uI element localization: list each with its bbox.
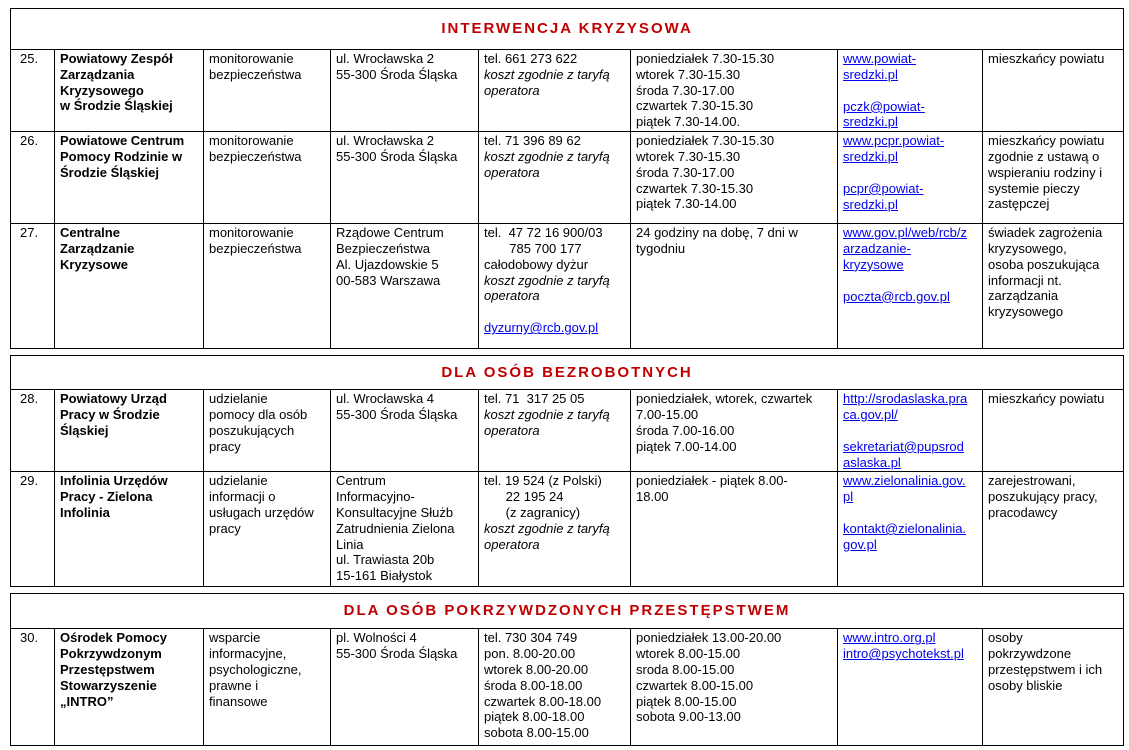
org-name: Centralne Zarządzanie Kryzysowe	[54, 223, 204, 350]
address: ul. Wrocławska 4 55-300 Środa Śląska	[330, 389, 479, 473]
phone-number: tel. 19 524 (z Polski) 22 195 24 (z zagr…	[484, 473, 602, 520]
email-link[interactable]: poczta@rcb.gov.pl	[843, 288, 950, 304]
row-number: 29.	[10, 471, 55, 588]
email-link[interactable]: sekretariat@pupsrod aslaska.pl	[843, 438, 964, 470]
audience: mieszkańcy powiatu	[981, 48, 1125, 133]
phone-cell: tel. 730 304 749 pon. 8.00-20.00 wtorek …	[478, 628, 631, 747]
phone-number: tel. 730 304 749 pon. 8.00-20.00 wtorek …	[484, 630, 602, 741]
section-title: DLA OSÓB BEZROBOTNYCH	[9, 355, 1125, 391]
task-scope: udzielanie informacji o usługach urzędów…	[203, 471, 331, 588]
table-row: 27. Centralne Zarządzanie Kryzysowe moni…	[10, 223, 1125, 350]
phone-cost-note: koszt zgodnie z taryfą operatora	[484, 406, 610, 438]
email-link[interactable]: intro@psychotekst.pl	[843, 646, 964, 662]
row-number: 27.	[10, 223, 55, 350]
row-number: 30.	[10, 628, 55, 747]
audience: osoby pokrzywdzone przestępstwem i ich o…	[981, 628, 1125, 747]
website-link[interactable]: www.powiat- sredzki.pl	[843, 51, 916, 82]
phone-cell: tel. 71 317 25 05 koszt zgodnie z taryfą…	[478, 389, 631, 473]
section-header-row: DLA OSÓB POKRZYWDZONYCH PRZESTĘPSTWEM	[9, 593, 1125, 630]
section-header-row: DLA OSÓB BEZROBOTNYCH	[9, 355, 1125, 391]
task-scope: monitorowanie bezpieczeństwa	[203, 223, 331, 350]
table-row: 25. Powiatowy Zespół Zarządzania Kryzyso…	[10, 48, 1125, 133]
duty-email-link[interactable]: dyzurny@rcb.gov.pl	[484, 320, 599, 336]
section-title: DLA OSÓB POKRZYWDZONYCH PRZESTĘPSTWEM	[9, 593, 1125, 630]
section-dla-osob-bezrobotnych: DLA OSÓB BEZROBOTNYCH 28. Powiatowy Urzą…	[9, 355, 1125, 588]
opening-hours: poniedziałek 7.30-15.30 wtorek 7.30-15.3…	[630, 131, 838, 225]
email-link[interactable]: kontakt@zielonalinia. gov.pl	[843, 520, 967, 552]
task-scope: wsparcie informacyjne, psychologiczne, p…	[203, 628, 331, 747]
task-scope: udzielanie pomocy dla osób poszukujących…	[203, 389, 331, 473]
website-link[interactable]: www.intro.org.pl	[843, 630, 936, 646]
phone-number: tel. 71 396 89 62	[484, 133, 581, 149]
address: Rządowe Centrum Bezpieczeństwa Al. Ujazd…	[330, 223, 479, 350]
table-row: 30. Ośrodek Pomocy Pokrzywdzonym Przestę…	[10, 628, 1125, 747]
email-link[interactable]: pczk@powiat- sredzki.pl	[843, 98, 925, 130]
links-cell: www.powiat- sredzki.pl pczk@powiat- sred…	[837, 48, 983, 133]
address: pl. Wolności 4 55-300 Środa Śląska	[330, 628, 479, 747]
row-number: 26.	[10, 131, 55, 225]
table-row: 26. Powiatowe Centrum Pomocy Rodzinie w …	[10, 131, 1125, 225]
phone-cell: tel. 661 273 622 koszt zgodnie z taryfą …	[478, 48, 631, 133]
phone-cell: tel. 19 524 (z Polski) 22 195 24 (z zagr…	[478, 471, 631, 588]
task-scope: monitorowanie bezpieczeństwa	[203, 48, 331, 133]
audience: świadek zagrożenia kryzysowego, osoba po…	[981, 223, 1125, 350]
org-name: Powiatowy Urząd Pracy w Środzie Śląskiej	[54, 389, 204, 473]
opening-hours: poniedziałek 7.30-15.30 wtorek 7.30-15.3…	[630, 48, 838, 133]
audience: mieszkańcy powiatu	[981, 389, 1125, 473]
website-link[interactable]: www.zielonalinia.gov. pl	[843, 473, 966, 505]
links-cell: www.pcpr.powiat- sredzki.pl pcpr@powiat-…	[837, 131, 983, 225]
section-interwencja-kryzysowa: INTERWENCJA KRYZYSOWA 25. Powiatowy Zesp…	[9, 8, 1125, 350]
row-number: 25.	[10, 48, 55, 133]
org-name: Powiatowy Zespół Zarządzania Kryzysowego…	[54, 48, 204, 133]
section-header-row: INTERWENCJA KRYZYSOWA	[9, 8, 1125, 50]
opening-hours: poniedziałek, wtorek, czwartek 7.00-15.0…	[630, 389, 838, 473]
opening-hours: 24 godziny na dobę, 7 dni w tygodniu	[630, 223, 838, 350]
table-row: 29. Infolinia Urzędów Pracy - Zielona In…	[10, 471, 1125, 588]
org-name: Powiatowe Centrum Pomocy Rodzinie w Środ…	[54, 131, 204, 225]
links-cell: www.zielonalinia.gov. pl kontakt@zielona…	[837, 471, 983, 588]
links-cell: http://srodaslaska.pra ca.gov.pl/ sekret…	[837, 389, 983, 473]
address: ul. Wrocławska 2 55-300 Środa Śląska	[330, 48, 479, 133]
address: Centrum Informacyjno- Konsultacyjne Służ…	[330, 471, 479, 588]
audience: zarejestrowani, poszukujący pracy, praco…	[981, 471, 1125, 588]
website-link[interactable]: http://srodaslaska.pra ca.gov.pl/	[843, 391, 968, 422]
audience: mieszkańcy powiatu zgodnie z ustawą o ws…	[981, 131, 1125, 225]
website-link[interactable]: www.gov.pl/web/rcb/z arzadzanie- kryzyso…	[843, 225, 968, 272]
org-name: Infolinia Urzędów Pracy - Zielona Infoli…	[54, 471, 204, 588]
section-dla-osob-pokrzywdzonych: DLA OSÓB POKRZYWDZONYCH PRZESTĘPSTWEM 30…	[9, 593, 1125, 747]
row-number: 28.	[10, 389, 55, 473]
phone-number: tel. 661 273 622	[484, 51, 578, 66]
phone-cost-note: koszt zgodnie z taryfą operatora	[484, 520, 610, 552]
org-name: Ośrodek Pomocy Pokrzywdzonym Przestępstw…	[54, 628, 204, 747]
opening-hours: poniedziałek 13.00-20.00 wtorek 8.00-15.…	[630, 628, 838, 747]
address: ul. Wrocławska 2 55-300 Środa Śląska	[330, 131, 479, 225]
links-cell: www.intro.org.pl intro@psychotekst.pl	[837, 628, 983, 747]
phone-cost-note: koszt zgodnie z taryfą operatora	[484, 148, 610, 180]
links-cell: www.gov.pl/web/rcb/z arzadzanie- kryzyso…	[837, 223, 983, 350]
email-link[interactable]: pcpr@powiat- sredzki.pl	[843, 180, 924, 212]
task-scope: monitorowanie bezpieczeństwa	[203, 131, 331, 225]
phone-number: tel. 47 72 16 900/03 785 700 177 całodob…	[484, 225, 603, 272]
table-row: 28. Powiatowy Urząd Pracy w Środzie Śląs…	[10, 389, 1125, 473]
phone-number: tel. 71 317 25 05	[484, 391, 585, 407]
opening-hours: poniedziałek - piątek 8.00- 18.00	[630, 471, 838, 588]
section-title: INTERWENCJA KRYZYSOWA	[9, 8, 1125, 50]
phone-cell: tel. 47 72 16 900/03 785 700 177 całodob…	[478, 223, 631, 350]
website-link[interactable]: www.pcpr.powiat- sredzki.pl	[843, 133, 945, 164]
phone-cost-note: koszt zgodnie z taryfą operatora	[484, 66, 610, 98]
phone-cell: tel. 71 396 89 62 koszt zgodnie z taryfą…	[478, 131, 631, 225]
phone-cost-note: koszt zgodnie z taryfą operatora	[484, 272, 610, 304]
